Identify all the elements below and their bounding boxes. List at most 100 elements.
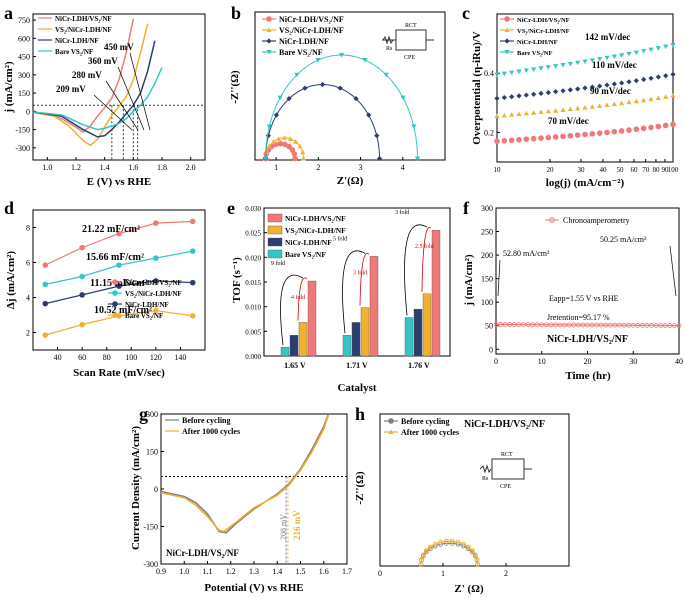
rs-label: Rs: [482, 476, 489, 482]
y-tick-label: 8: [26, 224, 30, 233]
x-tick-label: 80: [652, 166, 660, 174]
tafel-point: [655, 46, 661, 51]
panel-a: a 1.0 1.2 1.4 1.6 1.8 2.0 -300 -150 0 150 300 450 600…: [3, 3, 206, 188]
legend-marker: [266, 27, 272, 32]
x-axis-label: Scan Rate (mV/sec): [73, 367, 165, 379]
panel-label: c: [462, 3, 470, 23]
chrono-point: [676, 323, 682, 329]
panel-c: c 10 20 30 40 50 60 70 80 90 100 0.2 0.4 log(j) (mA/c…: [462, 3, 679, 189]
chrono-line: [495, 323, 680, 327]
x-tick-label: 1.0: [179, 567, 189, 576]
chrono-point: [649, 323, 654, 328]
x-tick-label: 40: [599, 166, 607, 174]
chrono-point: [521, 322, 526, 328]
chrono-point: [607, 322, 613, 328]
nyquist-point: [353, 96, 359, 102]
x-tick-label: 1.6: [319, 567, 329, 576]
legend-marker: [388, 418, 394, 424]
tafel-point: [545, 65, 551, 70]
x-tick-label: 20: [584, 357, 592, 366]
nyquist-point: [362, 57, 368, 63]
fold-label: 9 fold: [271, 260, 285, 267]
y-tick-label: 4: [26, 294, 30, 303]
chrono-point: [644, 323, 650, 328]
tafel-point: [545, 89, 551, 96]
tafel-point: [509, 94, 515, 100]
x-tick-label: 10: [538, 357, 546, 366]
panel-label: b: [231, 3, 241, 23]
tafel-point: [516, 93, 522, 99]
circuit-loop: [491, 458, 525, 480]
legend-marker: [112, 301, 118, 307]
cdl-point: [42, 281, 49, 288]
tafel-point: [611, 101, 617, 107]
fold-arrow: [421, 227, 432, 292]
resistor-rs: [382, 35, 394, 45]
panel-h: h 0 1 2 Z' (Ω) -Z''(Ω) NiCr-LDH/VS₂/NF Before c…: [354, 404, 570, 595]
tafel-point: [582, 85, 588, 91]
nyquist-point: [263, 149, 270, 155]
legend-marker: [504, 38, 510, 44]
legend-marker: [112, 312, 118, 318]
cdl-point: [189, 218, 196, 225]
tafel-point: [633, 78, 639, 84]
tafel-point: [530, 135, 537, 142]
nyquist-point: [411, 124, 417, 130]
tafel-point: [619, 80, 625, 86]
chrono-point: [658, 323, 664, 328]
chrono-point: [548, 322, 554, 328]
cdl-value-label: 10.52 mF/cm²: [94, 305, 152, 316]
annotation-arrow: [129, 52, 151, 131]
y-tick-label: -300: [15, 144, 30, 153]
x-tick-label: 1.5: [296, 567, 306, 576]
chrono-point: [562, 322, 568, 328]
y-axis-label: -Z''(Ω): [229, 70, 241, 104]
fold-label: 2.5 fold: [415, 243, 434, 250]
chrono-point: [594, 322, 600, 328]
nyquist-point: [270, 139, 276, 144]
tafel-point: [648, 47, 654, 53]
overpotential-label: 360 mV: [88, 56, 118, 66]
chrono-point: [534, 322, 540, 328]
legend-label: NiCr-LDH/NF: [55, 37, 99, 45]
legend-swatch: [267, 225, 283, 235]
plot-frame: [254, 11, 446, 161]
nyquist-point: [266, 143, 272, 149]
tafel-point: [494, 95, 500, 101]
cdl-point: [79, 273, 85, 280]
tafel-point: [597, 57, 603, 62]
cdl-point: [42, 300, 49, 307]
tafel-point: [611, 54, 617, 60]
fold-label: 3 fold: [353, 269, 367, 276]
chrono-point: [493, 322, 499, 327]
x-tick-label: 80: [103, 353, 111, 362]
tafel-slope-label: 90 mV/dec: [590, 86, 631, 96]
x-tick-label: 2.0: [186, 163, 196, 172]
tafel-point: [516, 111, 522, 117]
tafel-point: [641, 49, 647, 54]
y-tick-label: 300: [146, 410, 158, 419]
legend-label: Bare VS₂/NF: [285, 250, 326, 259]
tafel-point: [560, 88, 566, 94]
nyquist-point: [266, 124, 272, 130]
legend-marker: [504, 16, 510, 22]
tafel-point: [575, 105, 581, 111]
legend-label: NiCr-LDH/NF: [285, 238, 332, 247]
tafel-point: [633, 98, 639, 104]
plot-frame: [32, 13, 206, 161]
y-tick-label: 0.030: [245, 205, 261, 213]
nyquist-point: [337, 85, 343, 91]
nyquist-point: [291, 151, 298, 157]
rct-label: RCT: [405, 23, 417, 29]
legend-label: Bare VS₂/NF: [517, 50, 553, 57]
y-tick-label: 450: [18, 53, 30, 62]
y-tick-label: 0.020: [245, 254, 261, 262]
tafel-point: [494, 72, 500, 78]
tafel-point: [663, 73, 669, 79]
tafel-point: [567, 106, 573, 112]
y-tick-label: 50: [485, 322, 493, 331]
tafel-point: [619, 53, 625, 58]
tafel-point: [567, 61, 573, 67]
legend-label: NiCr-LDH/NF: [125, 301, 169, 309]
tafel-point: [523, 110, 529, 116]
